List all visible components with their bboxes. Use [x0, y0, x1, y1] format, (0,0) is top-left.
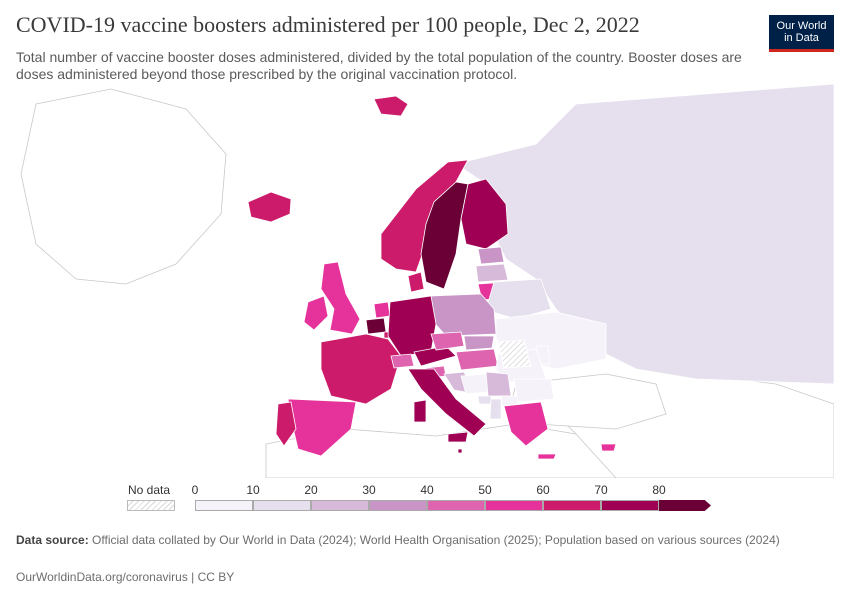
country-crete: [537, 453, 557, 460]
country-sweden: [420, 181, 469, 290]
country-albania: [489, 398, 502, 420]
chart-subtitle: Total number of vaccine booster doses ad…: [16, 49, 742, 82]
country-slovakia: [463, 335, 495, 351]
logo-line-1: Our World: [776, 20, 827, 32]
legend-tick-label: 70: [594, 483, 608, 497]
country-czechia: [430, 331, 465, 351]
chart-title: COVID-19 vaccine boosters administered p…: [16, 12, 640, 37]
country-germany: [387, 295, 437, 357]
country-serbia: [485, 371, 512, 397]
legend-tick-label: 80: [652, 483, 666, 497]
country-switzerland: [390, 353, 415, 369]
footer-url[interactable]: OurWorldinData.org/coronavirus | CC BY: [16, 570, 235, 584]
legend-tick-label: 10: [246, 483, 260, 497]
legend-swatch: [543, 500, 601, 511]
legend-swatch: [659, 500, 711, 511]
owid-logo[interactable]: Our World in Data: [769, 15, 834, 52]
legend-no-data-label: No data: [128, 483, 171, 497]
country-estonia: [477, 246, 505, 265]
country-denmark: [407, 271, 425, 293]
country-portugal: [275, 401, 297, 447]
country-faroe: [373, 95, 409, 117]
country-united-kingdom: [320, 261, 361, 335]
legend-tick-label: 50: [478, 483, 492, 497]
country-malta: [457, 448, 463, 454]
country-ireland: [303, 295, 329, 331]
country-italy: [407, 368, 487, 437]
country-belgium: [365, 317, 387, 335]
country-poland: [430, 293, 497, 337]
country-hungary: [455, 348, 499, 371]
country-iceland: [247, 191, 292, 223]
legend-no-data-swatch: [127, 500, 175, 511]
country-kosovo: [497, 339, 532, 369]
color-legend: No data 0 10 20 30 40 50 60 70 80: [0, 478, 850, 518]
country-belarus: [485, 278, 552, 320]
legend-tick-label: 60: [536, 483, 550, 497]
greenland-outline: [20, 88, 227, 285]
legend-tick-label: 40: [420, 483, 434, 497]
countries: [247, 84, 834, 460]
legend-swatch: [427, 500, 485, 511]
country-montenegro: [477, 395, 493, 405]
country-france: [320, 333, 402, 405]
data-source-label: Data source:: [16, 533, 89, 547]
country-netherlands: [373, 301, 391, 319]
logo-line-2: in Data: [784, 32, 819, 44]
legend-swatch: [485, 500, 543, 511]
country-sardinia: [413, 399, 427, 423]
country-sicily: [447, 431, 469, 443]
legend-swatch: [369, 500, 427, 511]
legend-swatch: [253, 500, 311, 511]
data-source-text: Official data collated by Our World in D…: [92, 533, 780, 547]
country-bosnia: [460, 373, 489, 395]
legend-swatch: [311, 500, 369, 511]
legend-tick-label: 0: [191, 483, 199, 497]
country-cyprus: [600, 443, 617, 452]
data-source: Data source: Official data collated by O…: [16, 533, 816, 548]
europe-map: [20, 84, 834, 478]
legend-swatch: [601, 500, 659, 511]
legend-swatch: [195, 500, 253, 511]
country-greece: [503, 401, 549, 447]
country-bulgaria: [513, 378, 555, 403]
country-latvia: [475, 263, 509, 283]
legend-tick-label: 20: [304, 483, 318, 497]
legend-tick-label: 30: [362, 483, 376, 497]
country-finland: [460, 178, 509, 250]
